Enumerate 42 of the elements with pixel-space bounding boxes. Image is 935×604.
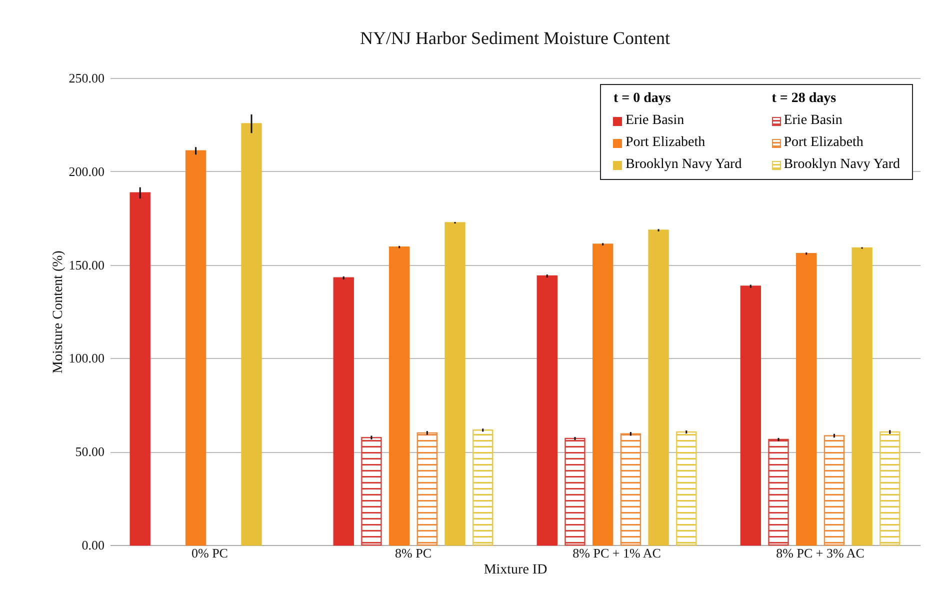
bar xyxy=(472,430,494,546)
bar xyxy=(648,230,669,546)
bar xyxy=(388,246,410,546)
legend-label: Port Elizabeth xyxy=(784,135,864,151)
legend-label: Brooklyn Navy Yard xyxy=(625,157,742,173)
bar xyxy=(880,431,900,546)
annotation: t = 28 days xyxy=(772,91,838,107)
bar xyxy=(333,277,354,546)
bar xyxy=(185,150,206,546)
legend-label: Port Elizabeth xyxy=(625,135,706,151)
bar xyxy=(740,286,761,546)
bar xyxy=(536,275,558,546)
chart-title: NY/NJ Harbor Sediment Moisture Content xyxy=(360,28,670,48)
bar xyxy=(620,433,642,546)
legend-label: Brooklyn Navy Yard xyxy=(784,157,900,173)
annotation: t = 0 days xyxy=(613,91,672,107)
bar xyxy=(676,431,697,546)
x-tick-label: 0% PC xyxy=(191,546,228,560)
bar xyxy=(824,435,845,546)
bar xyxy=(416,432,438,546)
y-tick-label: 150.00 xyxy=(68,257,104,272)
y-tick-label: 100.00 xyxy=(68,350,104,366)
x-tick-label: 8% PC xyxy=(395,546,432,560)
x-tick-label: 8% PC + 3% AC xyxy=(776,546,864,560)
bar xyxy=(768,438,789,546)
x-axis-title: Mixture ID xyxy=(484,562,548,578)
bar xyxy=(361,436,382,546)
legend-label: Erie Basin xyxy=(784,113,842,129)
bar xyxy=(564,438,586,546)
y-axis-title: Moisture Content (%) xyxy=(50,250,66,374)
legend-label: Erie Basin xyxy=(625,113,684,129)
bar xyxy=(796,252,817,546)
bar xyxy=(592,244,614,546)
y-tick-label: 50.00 xyxy=(75,444,104,460)
y-tick-label: 200.00 xyxy=(68,164,104,179)
bar xyxy=(444,222,466,546)
bar xyxy=(241,123,262,546)
bar xyxy=(130,192,150,546)
y-tick-label: 250.00 xyxy=(68,70,104,86)
bar xyxy=(852,247,872,546)
y-tick-label: 0.00 xyxy=(82,538,104,552)
x-tick-label: 8% PC + 1% AC xyxy=(572,546,661,560)
